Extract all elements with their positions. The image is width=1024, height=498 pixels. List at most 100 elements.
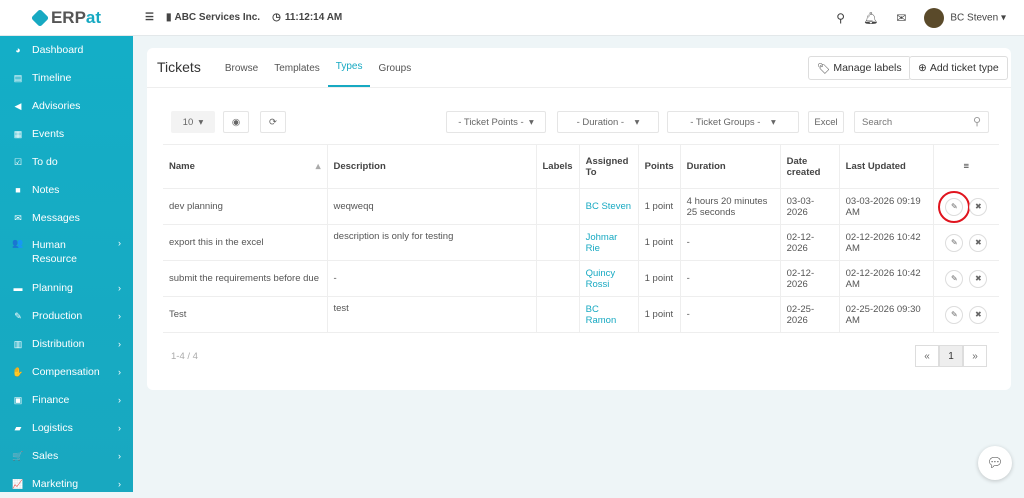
cell-assigned-to[interactable]: BC Ramon bbox=[579, 296, 639, 333]
cell-actions: ✎ ✖ bbox=[933, 224, 999, 261]
handshake-icon: ✋ bbox=[12, 366, 24, 377]
sidebar-item-timeline[interactable]: ▤ Timeline bbox=[13, 72, 72, 84]
sidebar-item-production[interactable]: ✎ Production › bbox=[0, 302, 133, 330]
sidebar-item-planning[interactable]: ▬ Planning › bbox=[13, 282, 122, 294]
sidebar-item-notes[interactable]: ■ Notes bbox=[0, 176, 133, 204]
cell-date-created: 02-12-2026 bbox=[780, 224, 840, 261]
delete-button[interactable]: ✖ bbox=[969, 233, 988, 252]
tab-templates[interactable]: Templates bbox=[274, 63, 320, 74]
pager-page-1[interactable]: 1 bbox=[939, 345, 963, 367]
chevron-right-icon: › bbox=[118, 339, 121, 349]
chat-button[interactable]: 💬︎ bbox=[978, 446, 1012, 480]
cell-description: test bbox=[327, 296, 537, 333]
cell-points: 1 point bbox=[638, 260, 681, 297]
table-row: dev planning weqweqq BC Steven 1 point 4… bbox=[163, 188, 999, 225]
cell-duration: - bbox=[680, 296, 781, 333]
cell-points: 1 point bbox=[638, 296, 681, 333]
column-header-date-created[interactable]: Date created bbox=[780, 144, 840, 189]
sidebar-item-advisories[interactable]: ◀ Advisories bbox=[0, 92, 133, 120]
cell-assigned-to[interactable]: Johmar Rie bbox=[579, 224, 639, 261]
sidebar-item-finance[interactable]: ▣ Finance › bbox=[13, 394, 121, 406]
sidebar-item-events[interactable]: ▦ Events bbox=[13, 128, 65, 140]
column-header-description[interactable]: Description bbox=[327, 144, 537, 189]
pager-next[interactable]: » bbox=[963, 345, 987, 367]
cell-assigned-to[interactable]: Quincy Rossi bbox=[579, 260, 639, 297]
edit-button[interactable]: ✎ bbox=[938, 190, 971, 223]
menu-icon: ≡ bbox=[963, 161, 970, 172]
cell-last-updated: 02-25-2026 09:30 AM bbox=[839, 296, 934, 333]
pencil-icon: ✎ bbox=[950, 201, 958, 211]
cell-assigned-to[interactable]: BC Steven bbox=[579, 188, 639, 225]
column-header-duration[interactable]: Duration bbox=[680, 144, 781, 189]
sidebar-item-dashboard[interactable]: ◕ Dashboard bbox=[0, 36, 133, 64]
tab-browse[interactable]: Browse bbox=[224, 63, 259, 74]
logo[interactable]: ERP at bbox=[0, 8, 133, 28]
truck-icon: ▰ bbox=[14, 422, 22, 433]
bell-icon[interactable]: 🔔︎ bbox=[863, 10, 879, 25]
column-header-assigned-to[interactable]: Assigned To bbox=[579, 144, 639, 189]
duration-filter[interactable]: - Duration - ▾ bbox=[557, 111, 659, 133]
sidebar: ◕ Dashboard ▤ Timeline ◀ Advisories ▦ Events ☑ To… bbox=[0, 36, 133, 492]
cell-duration: - bbox=[680, 260, 781, 297]
cell-labels bbox=[536, 224, 580, 261]
edit-button[interactable]: ✎ bbox=[945, 269, 964, 288]
logo-icon bbox=[30, 8, 50, 27]
toggle-columns-button[interactable]: ◉ bbox=[223, 111, 249, 133]
sidebar-item-to-do[interactable]: ☑ To do bbox=[13, 156, 58, 168]
column-header-last-updated[interactable]: Last Updated bbox=[839, 144, 934, 189]
sidebar-item-marketing[interactable]: 📈 Marketing › bbox=[12, 478, 121, 490]
refresh-button[interactable]: ⟳ bbox=[260, 111, 286, 133]
close-icon: ✖ bbox=[974, 309, 982, 319]
pencil-icon: ✎ bbox=[950, 237, 958, 247]
search-input[interactable] bbox=[854, 111, 989, 133]
cell-description: - bbox=[327, 260, 537, 297]
pager-prev[interactable]: « bbox=[915, 345, 939, 367]
envelope-icon[interactable]: ✉ bbox=[896, 10, 907, 25]
clock-icon: ◷ bbox=[272, 12, 281, 23]
sidebar-item-logistics[interactable]: ▰ Logistics › bbox=[0, 414, 133, 442]
sidebar-item-distribution[interactable]: ▥ Distribution › bbox=[13, 338, 121, 350]
column-options[interactable]: ≡ bbox=[933, 144, 999, 189]
sidebar-item-human-resource[interactable]: 👥 Human Resource › bbox=[12, 238, 121, 265]
ticket-types-table: Name ▴ Description Labels Assigned To Poi… bbox=[163, 144, 999, 333]
user-menu[interactable]: BC Steven ▾ bbox=[924, 7, 1006, 28]
edit-button[interactable]: ✎ bbox=[945, 305, 964, 324]
column-header-labels[interactable]: Labels bbox=[536, 144, 580, 189]
tickets-card: Tickets Browse Templates Types Groups 🏷︎… bbox=[147, 48, 1011, 390]
pagination: « 1 » bbox=[915, 345, 987, 367]
company-name: ▮ ABC Services Inc. bbox=[165, 12, 261, 23]
tab-types[interactable]: Types bbox=[327, 61, 371, 87]
edit-button[interactable]: ✎ bbox=[945, 233, 964, 252]
table-row: Test test BC Ramon 1 point - 02-25-2026 … bbox=[163, 296, 999, 333]
cell-last-updated: 02-12-2026 10:42 AM bbox=[839, 260, 934, 297]
cell-duration: 4 hours 20 minutes 25 seconds bbox=[680, 188, 781, 225]
ticket-points-filter[interactable]: - Ticket Points - ▾ bbox=[446, 111, 546, 133]
sidebar-item-sales[interactable]: 🛒 Sales › bbox=[12, 450, 121, 462]
cell-date-created: 02-12-2026 bbox=[780, 260, 840, 297]
menu-toggle-icon[interactable]: ☰ bbox=[145, 12, 154, 23]
bank-icon: ▥ bbox=[13, 338, 23, 349]
clock: ◷ 11:12:14 AM bbox=[272, 12, 343, 23]
add-ticket-type-button[interactable]: ⊕ Add ticket type bbox=[909, 56, 1008, 80]
eye-slash-icon: ◉ bbox=[231, 116, 241, 128]
cell-points: 1 point bbox=[638, 188, 681, 225]
page-size-select[interactable]: 10 ▾ bbox=[171, 111, 215, 133]
delete-button[interactable]: ✖ bbox=[969, 269, 988, 288]
search-icon[interactable]: ⚲ bbox=[836, 10, 846, 25]
delete-button[interactable]: ✖ bbox=[969, 305, 988, 324]
ticket-groups-filter[interactable]: - Ticket Groups - ▾ bbox=[667, 111, 799, 133]
search-icon: ⚲ bbox=[973, 116, 982, 128]
column-header-name[interactable]: Name ▴ bbox=[163, 144, 328, 189]
chevron-right-icon: › bbox=[118, 423, 121, 433]
column-header-points[interactable]: Points bbox=[638, 144, 681, 189]
checkbox-icon: ☑ bbox=[13, 156, 23, 167]
excel-button[interactable]: Excel bbox=[808, 111, 844, 133]
tab-groups[interactable]: Groups bbox=[378, 63, 412, 74]
manage-labels-button[interactable]: 🏷︎ Manage labels bbox=[808, 56, 911, 80]
sidebar-item-messages[interactable]: ✉ Messages bbox=[0, 204, 133, 232]
delete-button[interactable]: ✖ bbox=[969, 197, 988, 216]
cell-actions: ✎ ✖ bbox=[933, 260, 999, 297]
chevron-right-icon: › bbox=[118, 238, 121, 248]
close-icon: ✖ bbox=[974, 237, 982, 247]
sidebar-item-compensation[interactable]: ✋ Compensation › bbox=[12, 366, 121, 378]
